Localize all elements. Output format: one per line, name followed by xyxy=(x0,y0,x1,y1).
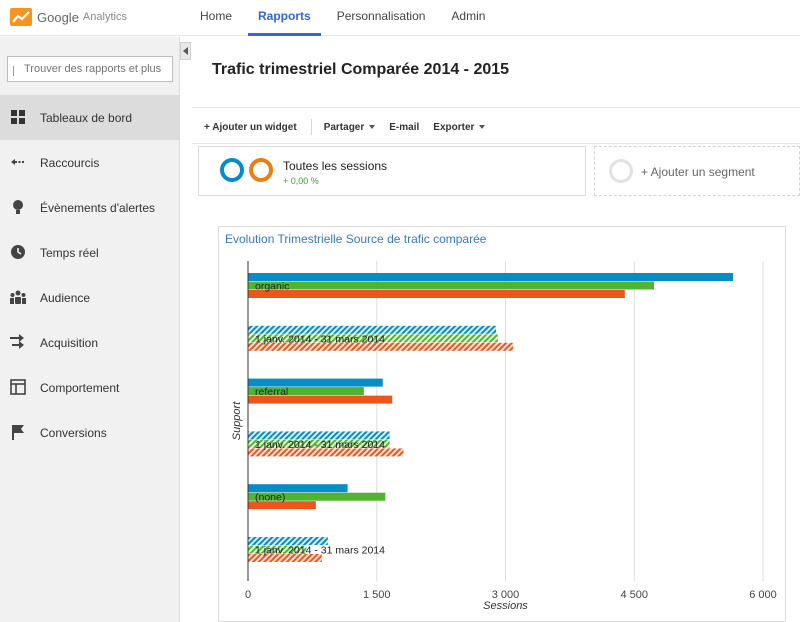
analytics-logo-icon xyxy=(10,8,32,26)
nav-personnalisation[interactable]: Personnalisation xyxy=(336,9,426,23)
add-segment-label: + Ajouter un segment xyxy=(641,165,755,179)
bar xyxy=(248,484,348,493)
sidebar: Tableaux de bord Raccourcis Évènements d… xyxy=(0,37,180,622)
chart-widget: 0 1 500 3 000 4 500 6 000 organic 1 janv. 2014… xyxy=(218,226,786,622)
report-search-input[interactable] xyxy=(8,57,172,81)
logo-text-analytics: Analytics xyxy=(82,11,127,23)
flag-icon xyxy=(10,424,26,440)
divider xyxy=(192,107,800,108)
collapse-arrow-icon xyxy=(183,47,188,55)
share-label: Partager xyxy=(323,121,365,133)
add-widget-button[interactable]: + Ajouter un widget xyxy=(204,121,297,133)
report-search-box xyxy=(7,56,173,82)
category-label: 1 janv. 2014 - 31 mars 2014 xyxy=(255,439,385,451)
category-label: organic xyxy=(255,281,289,293)
nav-admin[interactable]: Admin xyxy=(451,9,486,23)
bar xyxy=(248,554,322,562)
shortcut-arrow-icon xyxy=(10,154,26,170)
sidebar-item-tableaux-de-bord[interactable]: Tableaux de bord xyxy=(0,95,180,140)
sidebar-item-temps-reel[interactable]: Temps réel xyxy=(0,230,180,275)
sidebar-item-label: Raccourcis xyxy=(40,155,100,170)
bar xyxy=(248,273,733,281)
main-content: Trafic trimestriel Comparée 2014 - 2015 … xyxy=(192,37,800,622)
bar xyxy=(248,334,498,343)
bar-chart: 0 1 500 3 000 4 500 6 000 organic 1 janv. 2014… xyxy=(231,261,777,612)
people-icon xyxy=(10,289,26,305)
main-nav: Home Rapports Personnalisation Admin xyxy=(190,0,501,36)
bar xyxy=(248,537,328,545)
sidebar-item-label: Audience xyxy=(40,290,91,305)
bar xyxy=(248,387,364,396)
x-axis-label: Sessions xyxy=(483,600,528,612)
x-tick-label: 1 500 xyxy=(363,589,391,601)
toolbar-separator xyxy=(310,119,312,135)
empty-segment-ring-icon xyxy=(609,159,633,183)
sidebar-item-audience[interactable]: Audience xyxy=(0,275,180,320)
x-tick-label: 3 000 xyxy=(492,589,520,601)
sidebar-item-label: Comportement xyxy=(40,380,120,395)
sidebar-item-label: Acquisition xyxy=(40,335,99,350)
x-tick-label: 6 000 xyxy=(749,589,777,601)
divider xyxy=(192,143,800,144)
bar xyxy=(248,448,404,457)
search-icon xyxy=(13,65,21,79)
bar xyxy=(248,378,383,387)
sidebar-item-evenements-alertes[interactable]: Évènements d'alertes xyxy=(0,185,180,230)
email-button[interactable]: E-mail xyxy=(389,121,420,133)
sidebar-menu: Tableaux de bord Raccourcis Évènements d… xyxy=(0,95,180,455)
logo-text-google: Google xyxy=(37,9,79,25)
category-label: (none) xyxy=(255,492,285,504)
bar xyxy=(248,395,393,404)
sidebar-item-raccourcis[interactable]: Raccourcis xyxy=(0,140,180,185)
segment-title: Toutes les sessions xyxy=(283,159,388,173)
nav-rapports[interactable]: Rapports xyxy=(248,0,321,36)
sidebar-item-conversions[interactable]: Conversions xyxy=(0,410,180,455)
bar xyxy=(248,290,625,298)
lightbulb-icon xyxy=(10,199,26,215)
bar xyxy=(248,545,307,554)
chart-title: Evolution Trimestrielle Source de trafic… xyxy=(225,232,487,246)
top-bar: Google Analytics Home Rapports Personnal… xyxy=(0,0,800,36)
bar xyxy=(248,281,654,290)
google-analytics-logo[interactable]: Google Analytics xyxy=(10,6,127,28)
chevron-down-icon xyxy=(479,125,486,129)
category-label: referral xyxy=(255,386,288,398)
grid-icon xyxy=(10,109,26,125)
layout-icon xyxy=(10,379,26,395)
segment-ring-orange-icon xyxy=(249,158,273,182)
sidebar-item-label: Conversions xyxy=(40,425,107,440)
segment-change: + 0,00 % xyxy=(283,176,319,186)
clock-icon xyxy=(10,244,26,260)
chevron-down-icon xyxy=(369,125,376,129)
sidebar-item-acquisition[interactable]: Acquisition xyxy=(0,320,180,365)
bar xyxy=(248,325,497,334)
y-axis-label: Support xyxy=(231,401,243,440)
category-label: 1 janv. 2014 - 31 mars 2014 xyxy=(255,545,385,557)
bar xyxy=(248,342,514,351)
bar xyxy=(248,431,390,440)
segment-ring-blue-icon xyxy=(220,158,244,182)
add-segment-button[interactable]: + Ajouter un segment xyxy=(594,146,800,196)
segment-card[interactable]: Toutes les sessions + 0,00 % xyxy=(198,146,586,196)
bar xyxy=(248,501,316,510)
x-tick-label: 4 500 xyxy=(620,589,648,601)
bar xyxy=(248,492,386,501)
nav-home[interactable]: Home xyxy=(200,9,233,23)
sidebar-item-comportement[interactable]: Comportement xyxy=(0,365,180,410)
page-title: Trafic trimestriel Comparée 2014 - 2015 xyxy=(212,61,510,78)
share-button[interactable]: Partager xyxy=(324,122,376,133)
bar xyxy=(248,439,390,448)
dashboard-toolbar: + Ajouter un widget Partager E-mail Expo… xyxy=(204,119,499,135)
x-tick-label: 0 xyxy=(245,589,251,601)
acquisition-arrows-icon xyxy=(10,334,26,350)
category-label: 1 janv. 2014 - 31 mars 2014 xyxy=(255,333,385,345)
sidebar-item-label: Tableaux de bord xyxy=(40,110,133,125)
export-button[interactable]: Exporter xyxy=(433,121,486,133)
sidebar-collapse-button[interactable] xyxy=(180,42,191,60)
sidebar-item-label: Évènements d'alertes xyxy=(40,200,156,215)
export-label: Exporter xyxy=(433,121,475,133)
sidebar-item-label: Temps réel xyxy=(40,245,99,260)
